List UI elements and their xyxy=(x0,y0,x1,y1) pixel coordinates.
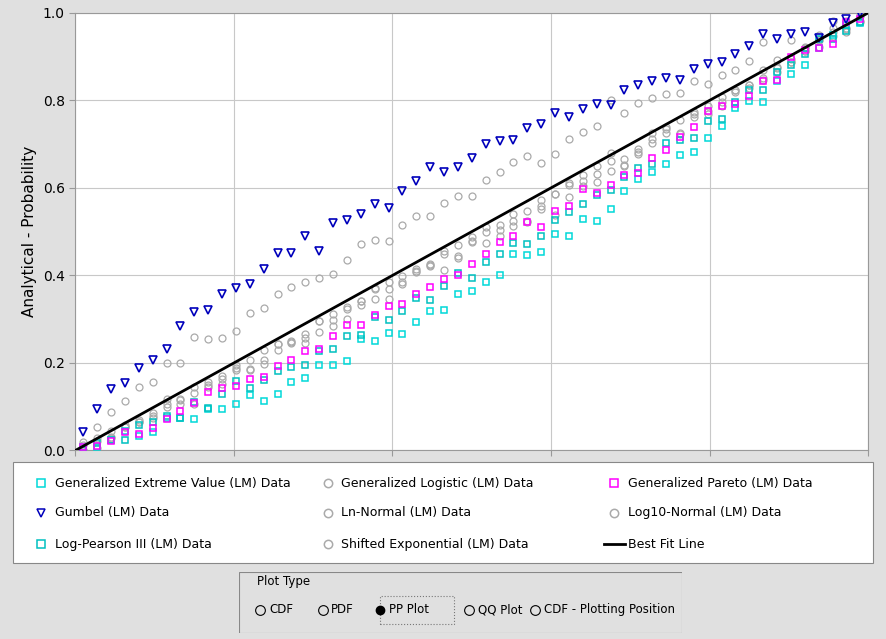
Text: PP Plot: PP Plot xyxy=(389,603,429,616)
Text: Generalized Logistic (LM) Data: Generalized Logistic (LM) Data xyxy=(341,477,534,489)
Text: Gumbel (LM) Data: Gumbel (LM) Data xyxy=(55,506,169,520)
Text: Plot Type: Plot Type xyxy=(257,575,310,588)
Text: Generalized Extreme Value (LM) Data: Generalized Extreme Value (LM) Data xyxy=(55,477,291,489)
Text: Ln-Normal (LM) Data: Ln-Normal (LM) Data xyxy=(341,506,471,520)
Text: QQ Plot: QQ Plot xyxy=(478,603,522,616)
FancyBboxPatch shape xyxy=(239,572,682,633)
Text: CDF - Plotting Position: CDF - Plotting Position xyxy=(544,603,675,616)
Text: Shifted Exponential (LM) Data: Shifted Exponential (LM) Data xyxy=(341,538,529,551)
Text: Best Fit Line: Best Fit Line xyxy=(628,538,704,551)
X-axis label: Observed - Probability: Observed - Probability xyxy=(386,481,557,495)
Y-axis label: Analytical - Probability: Analytical - Probability xyxy=(22,146,37,317)
Text: Log10-Normal (LM) Data: Log10-Normal (LM) Data xyxy=(628,506,781,520)
Text: CDF: CDF xyxy=(269,603,293,616)
Text: PDF: PDF xyxy=(331,603,354,616)
FancyBboxPatch shape xyxy=(13,461,873,564)
Text: Log-Pearson III (LM) Data: Log-Pearson III (LM) Data xyxy=(55,538,212,551)
Text: Generalized Pareto (LM) Data: Generalized Pareto (LM) Data xyxy=(628,477,812,489)
